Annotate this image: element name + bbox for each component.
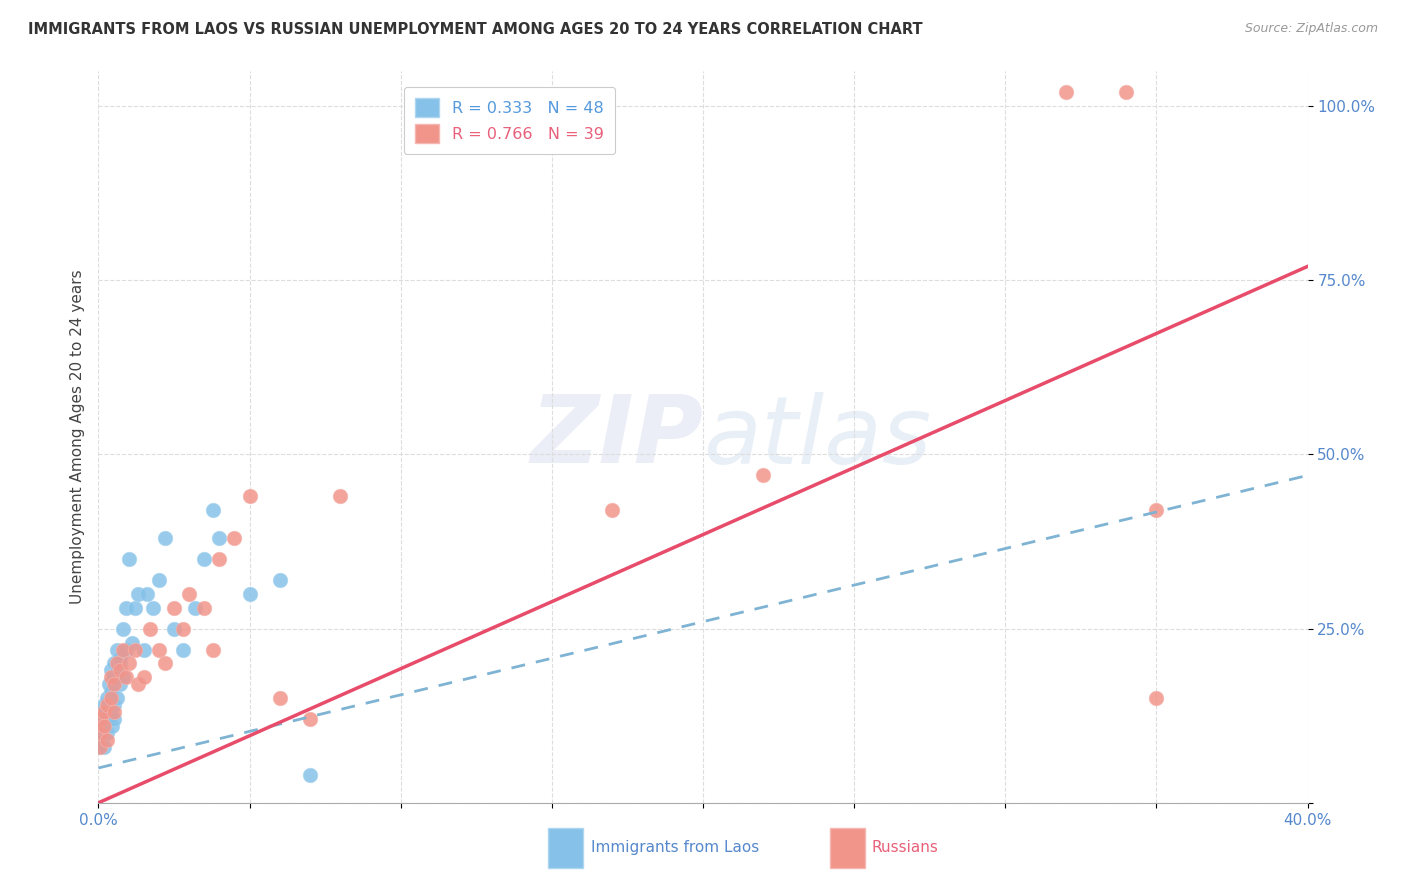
Point: [90, 712, 112, 726]
Text: atlas: atlas: [703, 392, 931, 483]
Point: [100, 691, 122, 706]
Point: [94, 705, 117, 719]
Point: [96, 733, 118, 747]
Y-axis label: Unemployment Among Ages 20 to 24 years: Unemployment Among Ages 20 to 24 years: [69, 269, 84, 605]
Point: [148, 642, 170, 657]
Point: [101, 719, 124, 733]
Point: [93, 719, 115, 733]
Point: [177, 587, 201, 601]
Point: [100, 664, 122, 678]
Point: [193, 552, 215, 566]
Point: [114, 600, 136, 615]
Point: [602, 503, 624, 517]
Point: [90, 712, 112, 726]
Point: [172, 642, 194, 657]
Point: [93, 705, 115, 719]
Point: [224, 531, 246, 545]
Point: [111, 670, 134, 684]
Point: [111, 642, 134, 657]
Point: [269, 573, 291, 587]
Point: [103, 712, 125, 726]
Point: [172, 622, 194, 636]
Point: [114, 642, 136, 657]
Point: [139, 622, 162, 636]
Point: [153, 657, 176, 671]
Point: [127, 587, 149, 601]
Point: [93, 740, 115, 755]
Point: [135, 587, 157, 601]
Point: [153, 531, 176, 545]
Point: [108, 664, 131, 678]
Text: ZIP: ZIP: [530, 391, 703, 483]
Point: [121, 635, 143, 649]
Point: [118, 552, 141, 566]
Point: [111, 622, 134, 636]
Point: [100, 705, 122, 719]
Point: [127, 677, 149, 691]
Point: [752, 468, 775, 483]
Point: [202, 503, 225, 517]
Point: [114, 670, 136, 684]
Point: [105, 642, 128, 657]
Point: [100, 684, 122, 698]
Point: [132, 642, 155, 657]
Text: Immigrants from Laos: Immigrants from Laos: [591, 840, 759, 855]
Point: [269, 691, 291, 706]
Point: [108, 649, 131, 664]
Legend: R = 0.333   N = 48, R = 0.766   N = 39: R = 0.333 N = 48, R = 0.766 N = 39: [404, 87, 614, 154]
Point: [118, 657, 141, 671]
Point: [91, 726, 114, 740]
Point: [96, 712, 118, 726]
Point: [103, 657, 125, 671]
Point: [93, 719, 115, 733]
Point: [148, 573, 170, 587]
Point: [89, 740, 111, 755]
Point: [208, 531, 231, 545]
Point: [239, 489, 262, 503]
Point: [103, 705, 125, 719]
Point: [163, 600, 186, 615]
Point: [1054, 85, 1077, 99]
Point: [124, 600, 146, 615]
Text: Source: ZipAtlas.com: Source: ZipAtlas.com: [1244, 22, 1378, 36]
Point: [163, 622, 186, 636]
Point: [132, 670, 155, 684]
Point: [239, 587, 262, 601]
Point: [105, 657, 128, 671]
Point: [193, 600, 215, 615]
Point: [93, 698, 115, 713]
Point: [184, 600, 207, 615]
Point: [299, 712, 322, 726]
Point: [96, 691, 118, 706]
Point: [98, 677, 121, 691]
Point: [108, 657, 131, 671]
Point: [142, 600, 165, 615]
Text: IMMIGRANTS FROM LAOS VS RUSSIAN UNEMPLOYMENT AMONG AGES 20 TO 24 YEARS CORRELATI: IMMIGRANTS FROM LAOS VS RUSSIAN UNEMPLOY…: [28, 22, 922, 37]
Point: [100, 670, 122, 684]
Point: [329, 489, 352, 503]
Point: [96, 726, 118, 740]
Text: Russians: Russians: [872, 840, 939, 855]
Point: [1115, 85, 1137, 99]
FancyBboxPatch shape: [830, 828, 865, 868]
FancyBboxPatch shape: [548, 828, 583, 868]
Point: [103, 698, 125, 713]
Point: [202, 642, 225, 657]
Point: [105, 664, 128, 678]
Point: [208, 552, 231, 566]
Point: [299, 768, 322, 782]
Point: [103, 670, 125, 684]
Point: [96, 698, 118, 713]
Point: [90, 733, 112, 747]
Point: [124, 642, 146, 657]
Point: [1144, 503, 1167, 517]
Point: [108, 677, 131, 691]
Point: [90, 726, 112, 740]
Point: [89, 740, 111, 755]
Point: [1144, 691, 1167, 706]
Point: [103, 677, 125, 691]
Point: [105, 691, 128, 706]
